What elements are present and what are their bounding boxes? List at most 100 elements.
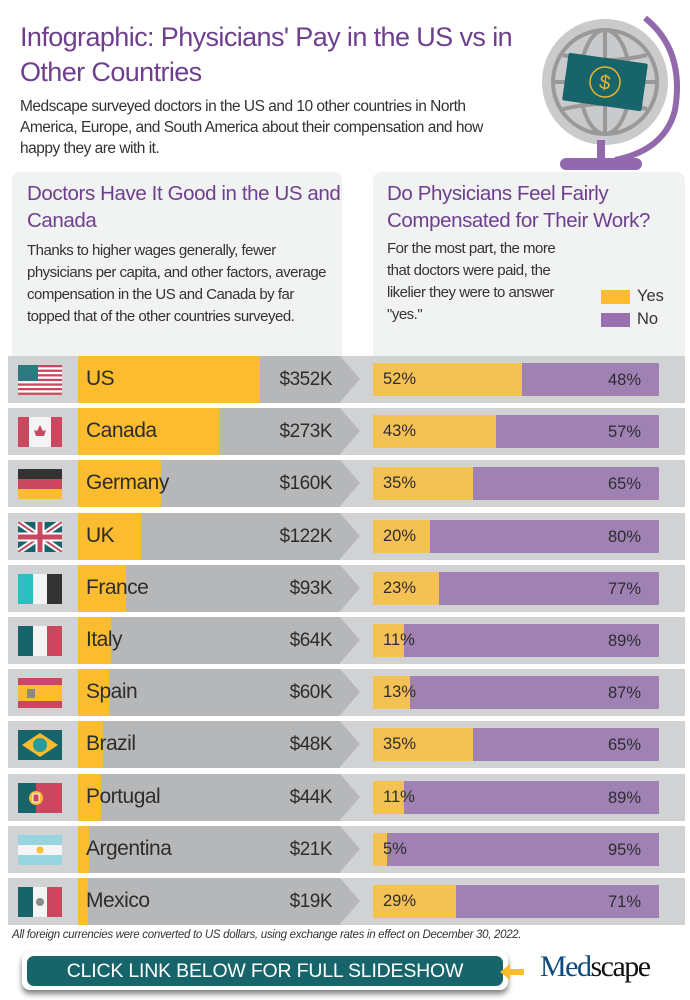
yes-segment bbox=[373, 624, 405, 657]
svg-text:$: $ bbox=[598, 71, 612, 94]
flag-france-icon bbox=[18, 573, 62, 604]
legend-yes-swatch bbox=[601, 289, 630, 304]
pay-value-label: $122K bbox=[279, 525, 333, 547]
arrow-shape bbox=[340, 356, 360, 402]
pay-bar bbox=[78, 773, 101, 821]
pay-bar bbox=[78, 825, 89, 873]
country-name: Argentina bbox=[86, 836, 172, 860]
country-row: Portugal $44K 11% 89% bbox=[8, 773, 685, 821]
country-name: Brazil bbox=[86, 732, 136, 756]
pay-value-label: $60K bbox=[289, 682, 333, 704]
pay-value-label: $273K bbox=[279, 421, 333, 443]
pay-bar bbox=[78, 617, 112, 664]
fairness-description: For the most part, the more that doctors… bbox=[387, 240, 556, 323]
fairness-bar: 35% 65% bbox=[373, 467, 659, 501]
no-percent-label: 80% bbox=[607, 527, 641, 546]
pay-bar bbox=[78, 460, 161, 508]
country-name: Spain bbox=[86, 680, 138, 704]
arrow-shape bbox=[340, 408, 360, 455]
yes-percent-label: 43% bbox=[383, 422, 417, 441]
fairness-bar: 23% 77% bbox=[373, 571, 659, 605]
yes-segment bbox=[373, 885, 456, 918]
arrow-shape bbox=[340, 721, 360, 768]
pay-bar-track: Brazil $48K bbox=[78, 721, 340, 769]
country-name: Portugal bbox=[86, 784, 161, 808]
yes-segment bbox=[373, 780, 405, 814]
flag-argentina-icon bbox=[18, 834, 62, 865]
pay-bar-track: UK $122K bbox=[78, 512, 340, 560]
no-percent-label: 89% bbox=[607, 788, 641, 807]
flag-brazil-icon bbox=[18, 730, 62, 761]
country-row: France $93K 23% 77% bbox=[8, 564, 685, 612]
pay-bar-track: US $352K bbox=[78, 356, 340, 403]
pay-bar bbox=[78, 721, 103, 769]
pay-value-label: $44K bbox=[289, 786, 333, 808]
pay-bar bbox=[78, 356, 260, 403]
yes-segment bbox=[373, 571, 439, 605]
pay-value-label: $64K bbox=[289, 630, 333, 651]
arrow-shape bbox=[340, 669, 360, 716]
yes-segment bbox=[373, 467, 474, 501]
flag-uk-icon bbox=[18, 521, 62, 552]
pay-bar-track: Argentina $21K bbox=[78, 825, 340, 873]
arrow-shape bbox=[340, 825, 360, 872]
no-percent-label: 57% bbox=[607, 423, 641, 442]
fairness-bar: 11% 89% bbox=[373, 624, 659, 657]
yes-segment bbox=[373, 363, 522, 396]
flag-us-icon bbox=[18, 365, 62, 395]
legend-no: No bbox=[601, 308, 664, 331]
country-row: Canada $273K 43% 57% bbox=[8, 408, 685, 456]
slideshow-button-label[interactable]: CLICK LINK BELOW FOR FULL SLIDESHOW bbox=[27, 956, 503, 986]
country-row: Germany $160K 35% 65% bbox=[8, 460, 685, 508]
fairness-bar: 11% 89% bbox=[373, 780, 659, 814]
yes-segment bbox=[373, 415, 496, 449]
country-name: Mexico bbox=[86, 889, 150, 912]
pay-bar-track: France $93K bbox=[78, 564, 340, 612]
pay-value-label: $352K bbox=[279, 369, 333, 390]
no-percent-label: 65% bbox=[607, 475, 641, 494]
logo-scape: scape bbox=[590, 950, 652, 983]
pay-bar-track: Mexico $19K bbox=[78, 878, 340, 925]
pay-value-label: $21K bbox=[289, 838, 333, 860]
flag-germany-icon bbox=[18, 469, 62, 500]
flag-canada-icon bbox=[18, 417, 62, 448]
footnote: All foreign currencies were converted to… bbox=[12, 929, 522, 941]
yes-percent-label: 52% bbox=[383, 370, 417, 388]
country-name: US bbox=[86, 367, 115, 390]
yes-percent-label: 5% bbox=[383, 839, 407, 858]
fairness-bar: 35% 65% bbox=[373, 728, 659, 762]
legend-no-label: No bbox=[637, 310, 659, 328]
fairness-bar: 13% 87% bbox=[373, 676, 659, 710]
fairness-bar: 5% 95% bbox=[373, 832, 659, 866]
no-percent-label: 48% bbox=[607, 371, 641, 389]
arrow-shape bbox=[340, 878, 360, 924]
pay-bar-track: Italy $64K bbox=[78, 617, 340, 664]
yes-segment bbox=[373, 519, 431, 553]
arrow-shape bbox=[340, 564, 360, 611]
yes-percent-label: 23% bbox=[383, 578, 417, 597]
legend-yes-label: Yes bbox=[637, 287, 664, 305]
country-row: UK $122K 20% 80% bbox=[8, 512, 685, 560]
flag-spain-icon bbox=[18, 678, 62, 709]
logo-med: Med bbox=[540, 950, 592, 983]
country-row: Italy $64K 11% 89% bbox=[8, 617, 685, 664]
country-name: Italy bbox=[86, 628, 123, 651]
yes-percent-label: 35% bbox=[383, 735, 417, 754]
pay-heading: Doctors Have It Good in the US and Canad… bbox=[27, 182, 341, 232]
pay-value-label: $19K bbox=[289, 891, 333, 912]
fairness-bar: 29% 71% bbox=[373, 885, 659, 918]
legend-yes: Yes bbox=[601, 285, 664, 308]
yes-percent-label: 11% bbox=[383, 787, 415, 806]
no-percent-label: 65% bbox=[607, 736, 641, 755]
no-percent-label: 87% bbox=[607, 684, 641, 703]
yes-segment bbox=[373, 676, 411, 710]
slideshow-button[interactable]: CLICK LINK BELOW FOR FULL SLIDESHOW bbox=[22, 952, 508, 990]
fairness-panel: Do Physicians Feel Fairly Compensated fo… bbox=[373, 172, 685, 357]
arrow-shape bbox=[340, 460, 360, 507]
intro-text: Medscape surveyed doctors in the US and … bbox=[20, 98, 483, 157]
pay-value-label: $48K bbox=[289, 734, 333, 756]
pay-panel: Doctors Have It Good in the US and Canad… bbox=[12, 172, 342, 357]
pay-bar bbox=[78, 408, 220, 456]
pay-bar-track: Canada $273K bbox=[78, 408, 340, 456]
pay-bar-track: Germany $160K bbox=[78, 460, 340, 508]
